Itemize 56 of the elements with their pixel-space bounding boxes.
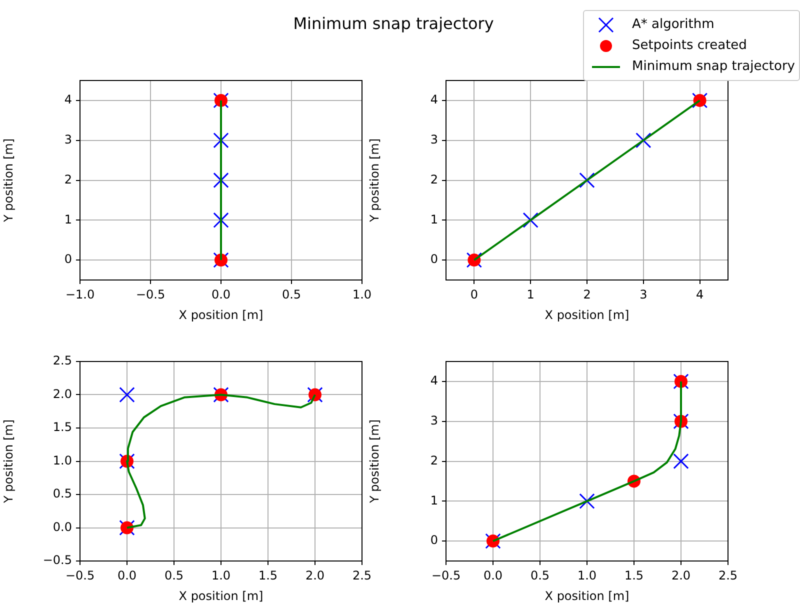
x-axis-title: X position [m]	[544, 308, 630, 322]
y-axis-title: Y position [m]	[1, 419, 16, 504]
x-tick-label: 2.0	[305, 568, 325, 582]
x-axis-title: X position [m]	[178, 308, 264, 322]
x-tick-label: 1.5	[258, 568, 278, 582]
y-tick-label: −0.5	[42, 553, 72, 568]
y-tick-label: 0.5	[52, 486, 72, 501]
x-axis-title: X position [m]	[544, 588, 630, 603]
x-tick-label: −1.0	[65, 287, 95, 302]
y-tick-label: 1	[64, 212, 72, 226]
x-tick-label: 2.5	[718, 568, 738, 582]
legend-label: A* algorithm	[632, 17, 714, 32]
x-tick-label: 1.0	[211, 568, 231, 582]
x-tick-label: 3	[640, 287, 648, 302]
y-tick-label: 3	[64, 132, 72, 146]
y-tick-label: 2	[430, 453, 438, 468]
y-tick-label: 2.0	[52, 386, 72, 401]
y-tick-label: 1	[430, 212, 438, 226]
x-tick-label: 0.5	[164, 568, 184, 582]
x-tick-label: 1.5	[624, 568, 644, 582]
x-tick-label: 1	[526, 287, 534, 302]
y-tick-label: 0	[430, 533, 438, 548]
x-tick-label: 0	[470, 287, 478, 302]
x-tick-label: 4	[696, 287, 704, 302]
x-tick-label: 0.5	[282, 287, 302, 302]
y-axis-title: Y position [m]	[367, 419, 382, 504]
y-tick-label: 4	[430, 374, 438, 388]
x-tick-label: 0.0	[483, 568, 503, 582]
x-tick-label: 0.5	[530, 568, 550, 582]
x-tick-label: −0.5	[136, 287, 166, 302]
x-axis-title: X position [m]	[178, 588, 264, 603]
x-tick-label: 0.0	[211, 287, 231, 302]
legend-label: Minimum snap trajectory	[632, 59, 795, 74]
chart-title: Minimum snap trajectory	[293, 14, 494, 33]
x-tick-label: 1.0	[577, 568, 597, 582]
y-axis-title: Y position [m]	[1, 138, 16, 224]
y-tick-label: 4	[64, 92, 72, 107]
y-tick-label: 2	[64, 172, 72, 186]
y-tick-label: 0	[430, 252, 438, 266]
x-tick-label: 1.0	[352, 287, 372, 302]
y-tick-label: 3	[430, 132, 438, 146]
legend-label: Setpoints created	[632, 38, 747, 53]
y-tick-label: 1.0	[52, 453, 72, 468]
y-tick-label: 4	[430, 92, 438, 107]
y-tick-label: 1.5	[52, 420, 72, 434]
y-tick-label: 2	[430, 172, 438, 186]
y-tick-label: 0.0	[52, 520, 72, 534]
y-tick-label: 1	[430, 493, 438, 508]
y-tick-label: 2.5	[52, 354, 72, 368]
y-axis-title: Y position [m]	[367, 138, 382, 224]
x-tick-label: 2.5	[352, 568, 372, 582]
x-tick-label: 0.0	[117, 568, 137, 582]
x-tick-label: 2.0	[671, 568, 691, 582]
y-tick-label: 3	[430, 413, 438, 428]
x-tick-label: 2	[583, 287, 591, 302]
y-tick-label: 0	[64, 252, 72, 266]
